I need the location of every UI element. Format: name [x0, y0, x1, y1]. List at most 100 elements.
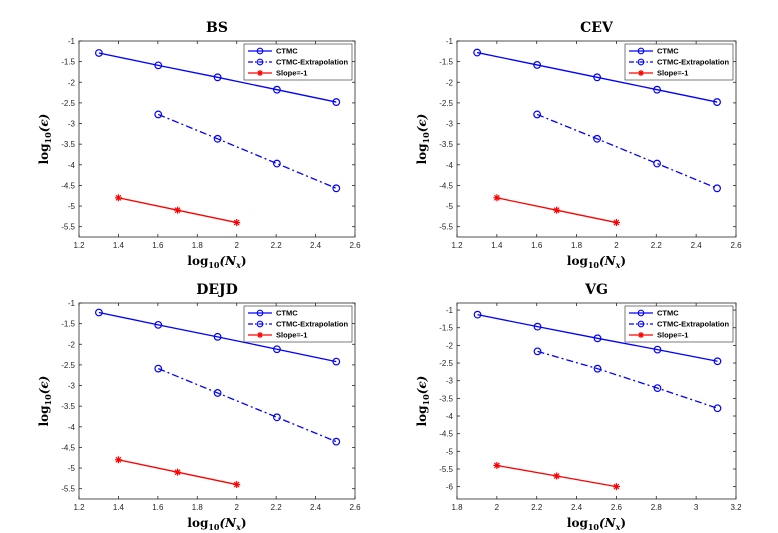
y-tick-label: -4 [68, 423, 76, 432]
data-point-ctmc-extrapolation [533, 347, 542, 356]
chart-panel-bs: 1.2 1.4 1.6 1.8 2 2.2 2.4 2.6 -1 -1.5 -2 -2.5 -3 -3.5… [37, 20, 361, 270]
x-tick-label: 2.6 [349, 503, 361, 512]
legend-label-ctmc-extrapolation: CTMC-Extrapolation [657, 320, 730, 329]
data-point-ctmc-extrapolation [713, 404, 722, 413]
data-point-ctmc-extrapolation [593, 364, 602, 373]
data-point-slope-1 [553, 472, 561, 480]
y-tick-label: -1 [446, 306, 454, 315]
y-tick-label: -2 [446, 78, 454, 87]
legend-marker-slope-1 [257, 332, 263, 338]
y-tick-label: -4 [446, 412, 454, 421]
x-tick-label: 2.4 [691, 241, 703, 250]
legend-label-ctmc-extrapolation: CTMC-Extrapolation [276, 320, 349, 329]
x-tick-label: 3.2 [730, 503, 742, 512]
legend-label-ctmc: CTMC [276, 309, 298, 318]
legend-marker-ctmc-extrapolation [637, 58, 645, 66]
data-point-slope-1 [612, 483, 620, 491]
data-point-ctmc [154, 320, 163, 329]
data-point-ctmc [332, 98, 341, 106]
data-point-ctmc [653, 85, 661, 94]
x-tick-label: 2.2 [271, 503, 283, 512]
data-point-ctmc [533, 61, 542, 69]
x-tick-label: 2 [234, 241, 239, 250]
y-tick-label: -6 [446, 483, 454, 492]
x-tick-label: 2.2 [651, 241, 663, 250]
data-point-ctmc-extrapolation [593, 134, 601, 143]
x-tick-label: 1.8 [571, 241, 583, 250]
legend-label-ctmc: CTMC [276, 47, 298, 56]
data-point-ctmc [713, 98, 721, 106]
y-tick-label: -4.5 [61, 181, 75, 190]
legend: CTMC CTMC-Extrapolation Slope=-1 [243, 43, 353, 81]
x-tick-label: 1.4 [113, 503, 125, 512]
data-point-slope-1 [612, 219, 620, 227]
x-tick-label: 2.6 [611, 503, 623, 512]
y-tick-label: -3.5 [439, 394, 453, 403]
data-point-ctmc [593, 334, 602, 343]
legend-label-slope-1: Slope=-1 [276, 331, 307, 340]
y-tick-label: -3 [68, 120, 76, 129]
data-point-ctmc [95, 308, 103, 317]
data-point-slope-1 [233, 219, 241, 227]
data-point-ctmc [95, 49, 103, 57]
data-point-slope-1 [233, 481, 241, 489]
data-point-ctmc [213, 73, 222, 82]
chart-title: CEV [580, 20, 614, 36]
x-tick-label: 1.8 [451, 503, 463, 512]
y-tick-label: -3 [446, 377, 454, 386]
data-point-slope-1 [493, 461, 501, 469]
x-tick-label: 2.4 [310, 241, 322, 250]
y-tick-label: -4 [68, 161, 76, 170]
y-tick-label: -5.5 [61, 485, 75, 494]
data-point-ctmc [713, 357, 722, 366]
x-tick-label: 2.2 [271, 241, 283, 250]
x-tick-label: 1.6 [531, 241, 543, 250]
chart-panel-vg: 1.8 2 2.2 2.4 2.6 2.8 3 3.2 -1 -1.5 -2 -2.5 -3 -3.5 -4… [415, 282, 742, 532]
data-point-ctmc-extrapolation [332, 437, 341, 446]
x-axis-label: log10(Nx) [567, 254, 626, 270]
data-point-ctmc-extrapolation [273, 413, 281, 422]
data-point-slope-1 [493, 194, 501, 202]
x-tick-label: 1.8 [192, 241, 204, 250]
y-tick-label: -2 [68, 78, 76, 87]
y-tick-label: -5 [68, 464, 76, 473]
x-tick-label: 2.4 [571, 503, 583, 512]
x-tick-label: 2.6 [349, 241, 361, 250]
x-tick-label: 2 [234, 503, 239, 512]
data-point-ctmc-extrapolation [332, 184, 341, 193]
data-point-ctmc-extrapolation [653, 159, 661, 168]
data-point-ctmc [593, 73, 601, 82]
chart-title: DEJD [196, 282, 238, 298]
x-tick-label: 1.4 [113, 241, 125, 250]
data-point-ctmc [653, 345, 662, 354]
x-tick-label: 2 [614, 241, 619, 250]
legend: CTMC CTMC-Extrapolation Slope=-1 [624, 43, 734, 81]
y-tick-label: -5.5 [61, 223, 75, 232]
chart-title: VG [584, 282, 608, 298]
y-tick-label: -3.5 [61, 402, 75, 411]
data-point-ctmc [154, 61, 163, 70]
data-point-slope-1 [553, 206, 561, 214]
y-tick-label: -2.5 [439, 99, 453, 108]
series-line-ctmc [98, 52, 337, 103]
y-tick-label: -5 [446, 447, 454, 456]
y-tick-label: -3.5 [439, 140, 453, 149]
x-tick-label: 2.4 [310, 503, 322, 512]
legend-marker-slope-1 [638, 70, 644, 76]
x-axis-label: log10(Nx) [187, 254, 246, 270]
legend-label-ctmc: CTMC [657, 47, 679, 56]
legend-marker-ctmc-extrapolation [637, 320, 645, 328]
chart-title: BS [206, 20, 228, 36]
legend-marker-ctmc [637, 47, 645, 55]
x-tick-label: 1.6 [152, 503, 164, 512]
y-tick-label: -3 [446, 120, 454, 129]
y-tick-label: -4 [446, 161, 454, 170]
series-line-ctmc-extrapolation [158, 113, 337, 189]
x-tick-label: 2.2 [531, 503, 543, 512]
series-line-ctmc [477, 314, 718, 362]
y-tick-label: -2 [446, 341, 454, 350]
legend-marker-ctmc-extrapolation [256, 58, 264, 66]
legend-label-ctmc: CTMC [657, 309, 679, 318]
data-point-slope-1 [114, 456, 122, 464]
y-tick-label: -5 [446, 202, 454, 211]
